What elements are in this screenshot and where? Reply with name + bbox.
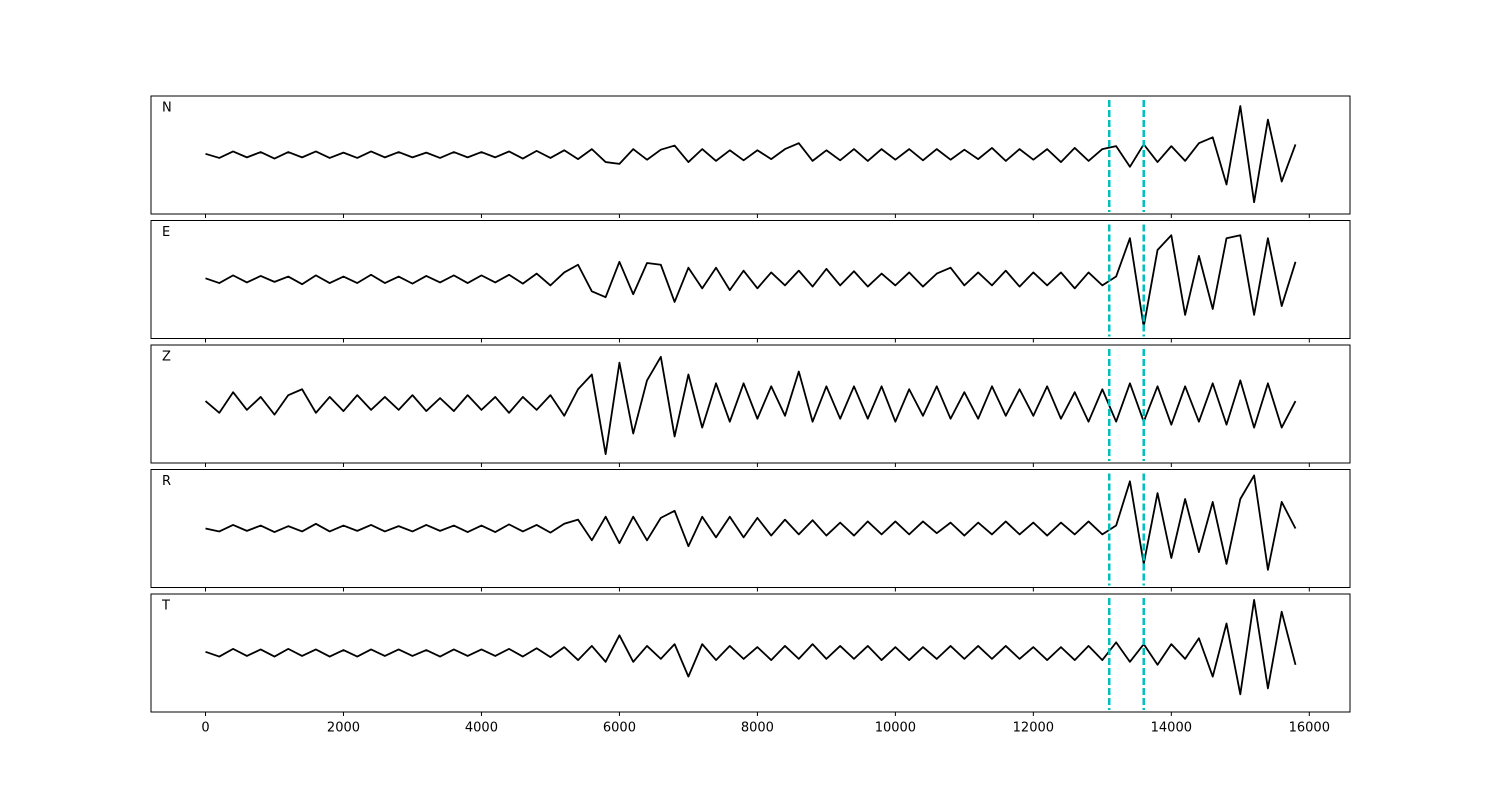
x-tick-label: 2000: [327, 721, 360, 736]
panel-frame: [150, 469, 1351, 588]
panel-frame: [150, 220, 1351, 339]
x-tick-label: 8000: [741, 721, 774, 736]
waveform: [205, 599, 1297, 696]
waveform: [204, 355, 1297, 456]
x-tick-label: 10000: [875, 721, 916, 736]
panel-label: N: [162, 101, 172, 116]
x-tick-label: 16000: [1289, 721, 1330, 736]
x-tick-label: 14000: [1151, 721, 1192, 736]
panel-label: Z: [162, 350, 171, 365]
waveform: [205, 474, 1297, 571]
x-tick-label: 4000: [465, 721, 498, 736]
x-tick-label: 0: [201, 721, 209, 736]
panel-label: R: [162, 474, 171, 489]
panel-frame: [150, 95, 1351, 215]
panel-label: T: [161, 599, 170, 614]
waveform: [205, 234, 1297, 328]
panel-frame: [150, 344, 1351, 464]
x-tick-label: 12000: [1013, 721, 1054, 736]
waveform: [205, 105, 1297, 204]
panel-label: E: [162, 225, 170, 240]
x-tick-label: 6000: [603, 721, 636, 736]
panel-frame: [150, 593, 1351, 713]
